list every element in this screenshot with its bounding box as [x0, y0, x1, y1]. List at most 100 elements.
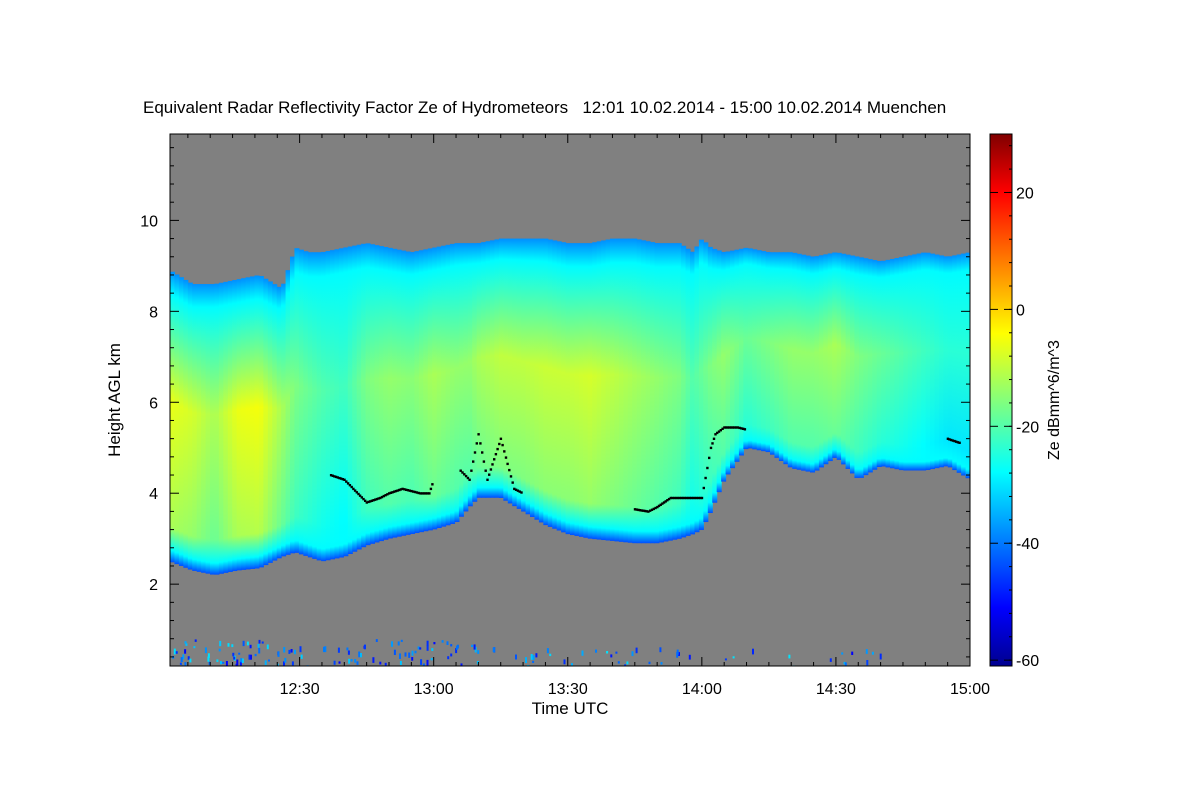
clutter-pixel: [606, 651, 609, 654]
cloud-column: [698, 239, 704, 530]
cloud-column: [258, 276, 264, 568]
cloud-column: [330, 250, 336, 560]
cloud-column: [752, 249, 758, 450]
clutter-pixel: [264, 660, 267, 666]
cloud-column: [636, 239, 642, 544]
clutter-pixel: [284, 657, 287, 663]
cloud-column: [352, 245, 358, 552]
cloud-column: [703, 242, 709, 523]
cloud-column: [414, 251, 420, 534]
cloud-column: [387, 247, 393, 539]
melting-layer-dot: [667, 497, 671, 501]
melting-layer-dot: [488, 473, 491, 476]
clutter-pixel: [851, 651, 854, 655]
cloud-column: [645, 241, 651, 544]
melting-layer-dot: [355, 491, 358, 494]
clutter-pixel: [450, 644, 453, 647]
cloud-column: [734, 249, 740, 462]
cloud-column: [276, 286, 282, 559]
melting-layer-dot: [688, 496, 691, 500]
clutter-pixel: [240, 658, 243, 663]
melting-layer-dot: [664, 500, 667, 503]
melting-layer-dot: [683, 496, 686, 500]
clutter-pixel: [563, 659, 566, 665]
cloud-column: [205, 284, 211, 574]
cloud-column: [472, 243, 478, 502]
cloud-column: [307, 252, 313, 558]
melting-layer-dot: [503, 450, 506, 453]
melting-layer-dot: [674, 496, 678, 500]
cloud-column: [561, 242, 567, 533]
clutter-pixel: [184, 649, 187, 654]
cloud-column: [761, 251, 767, 452]
cloud-column: [418, 250, 424, 533]
clutter-pixel: [324, 646, 327, 653]
cloud-column: [827, 253, 833, 462]
clutter-pixel: [384, 662, 387, 666]
cloud-column: [778, 252, 784, 461]
melting-layer-dot: [731, 426, 734, 429]
cloud-column: [854, 256, 860, 478]
x-tick-label: 14:00: [682, 681, 722, 698]
x-axis-label: Time UTC: [532, 699, 609, 718]
melting-layer-dot: [419, 492, 422, 495]
melting-layer-dot: [382, 494, 385, 498]
cloud-column: [818, 255, 824, 468]
melting-layer-dot: [350, 485, 353, 489]
cloud-column: [285, 270, 291, 555]
cloud-column: [392, 248, 398, 538]
clutter-pixel: [288, 649, 291, 654]
clutter-pixel: [676, 651, 679, 658]
melting-layer-dot: [484, 469, 487, 472]
cloud-column: [663, 243, 669, 542]
melting-layer-dot: [464, 474, 468, 478]
melting-layer-dot: [504, 456, 508, 459]
cloud-column: [218, 282, 224, 574]
cloud-column: [396, 249, 402, 537]
cloud-column: [961, 253, 967, 476]
melting-layer-dot: [429, 487, 433, 491]
cloud-column: [170, 271, 176, 563]
clutter-pixel: [624, 664, 627, 666]
melting-layer-dot: [647, 510, 650, 513]
clutter-pixel: [358, 651, 361, 658]
cloud-column: [627, 238, 633, 543]
clutter-pixel: [360, 653, 362, 658]
melting-layer-dot: [377, 497, 380, 500]
melting-layer-dot: [666, 499, 669, 502]
clutter-pixel: [258, 647, 261, 654]
clutter-pixel: [408, 652, 411, 658]
melting-layer-dot: [346, 482, 350, 485]
melting-layer-dot: [734, 426, 738, 429]
melting-layer-dot: [676, 496, 680, 500]
melting-layer-dot: [723, 426, 726, 429]
cloud-column: [770, 252, 776, 455]
melting-layer-dot: [506, 462, 509, 466]
y-tick-label: 8: [149, 304, 158, 321]
clutter-pixel: [218, 648, 221, 652]
clutter-pixel: [347, 650, 350, 655]
cloud-column: [578, 243, 584, 537]
clutter-pixel: [532, 660, 535, 663]
cloud-column: [334, 249, 340, 559]
clutter-pixel: [417, 646, 420, 650]
clutter-pixel: [290, 649, 293, 653]
melting-layer-dot: [417, 491, 420, 495]
colorbar-label: Ze dBmm^6/m^3: [1046, 340, 1063, 460]
clutter-pixel: [277, 651, 280, 657]
clutter-pixel: [788, 654, 791, 659]
cloud-column: [863, 258, 869, 476]
clutter-pixel: [379, 661, 382, 665]
cloud-column: [267, 281, 273, 563]
clutter-pixel: [397, 641, 400, 646]
clutter-pixel: [276, 663, 279, 666]
clutter-pixel: [447, 656, 450, 660]
cloud-column: [721, 251, 727, 482]
clutter-pixel: [173, 648, 176, 655]
clutter-pixel: [411, 657, 414, 661]
clutter-pixel: [248, 654, 251, 660]
cloud-column: [303, 251, 309, 556]
melting-layer-dot: [738, 426, 741, 430]
melting-layer-dot: [700, 496, 704, 500]
melting-layer-dot: [728, 426, 731, 429]
